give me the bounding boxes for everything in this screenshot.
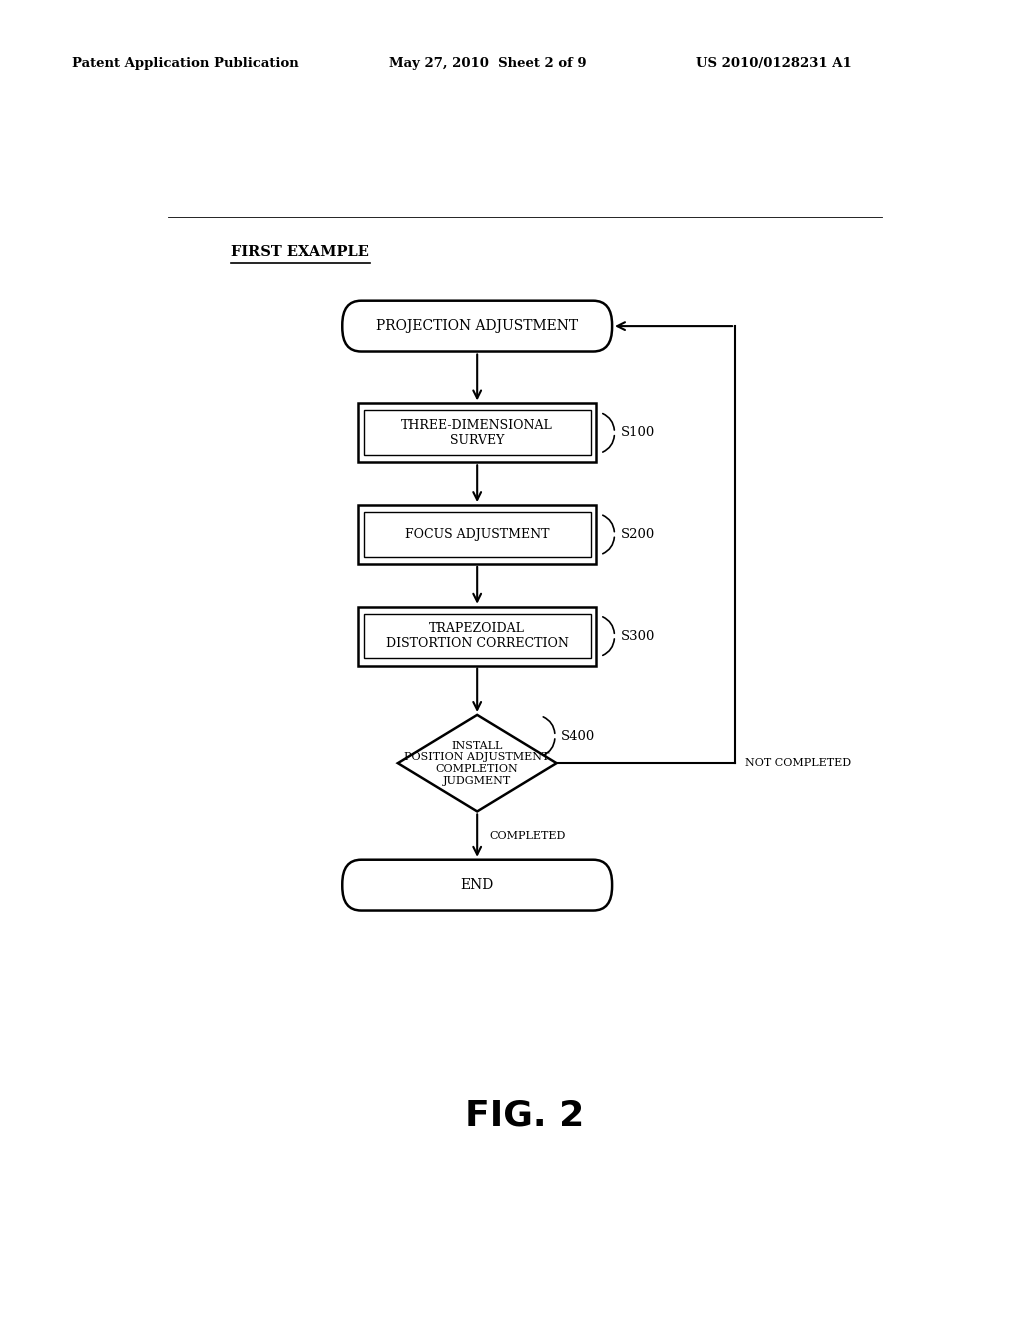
Text: FIRST EXAMPLE: FIRST EXAMPLE [231,244,369,259]
Text: NOT COMPLETED: NOT COMPLETED [744,758,851,768]
Text: S400: S400 [561,730,596,743]
Text: INSTALL
POSITION ADJUSTMENT
COMPLETION
JUDGMENT: INSTALL POSITION ADJUSTMENT COMPLETION J… [404,741,550,785]
Polygon shape [397,715,557,812]
FancyBboxPatch shape [342,301,612,351]
Text: FIG. 2: FIG. 2 [465,1098,585,1133]
Bar [358,404,596,462]
FancyBboxPatch shape [342,859,612,911]
Text: PROJECTION ADJUSTMENT: PROJECTION ADJUSTMENT [376,319,579,333]
Text: COMPLETED: COMPLETED [489,830,565,841]
Text: END: END [461,878,494,892]
Text: TRAPEZOIDAL
DISTORTION CORRECTION: TRAPEZOIDAL DISTORTION CORRECTION [386,622,568,651]
Text: Patent Application Publication: Patent Application Publication [72,57,298,70]
Text: US 2010/0128231 A1: US 2010/0128231 A1 [696,57,852,70]
Text: May 27, 2010  Sheet 2 of 9: May 27, 2010 Sheet 2 of 9 [389,57,587,70]
Text: FOCUS ADJUSTMENT: FOCUS ADJUSTMENT [404,528,550,541]
Bar [358,607,596,665]
Text: S200: S200 [621,528,655,541]
Bar [358,506,596,564]
Bar [364,512,591,557]
Text: S100: S100 [621,426,655,440]
Bar [364,614,591,659]
Bar [364,411,591,455]
Text: S300: S300 [621,630,655,643]
Text: THREE-DIMENSIONAL
SURVEY: THREE-DIMENSIONAL SURVEY [401,418,553,447]
